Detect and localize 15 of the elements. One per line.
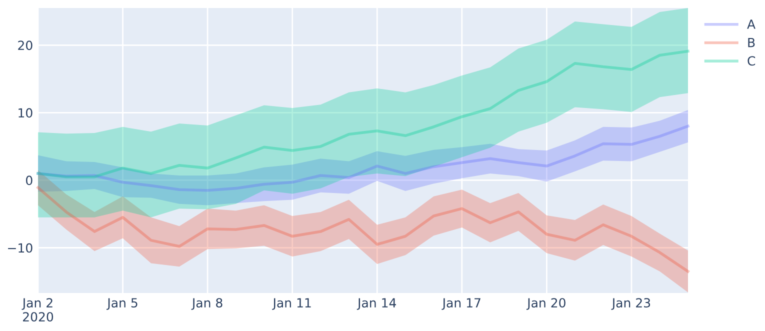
legend-label: A bbox=[747, 20, 756, 29]
x-tick-label: Jan 11 bbox=[272, 298, 311, 310]
legend-label: B bbox=[748, 38, 755, 48]
y-tick-label: 0 bbox=[26, 176, 32, 186]
y-tick-label: −10 bbox=[8, 243, 32, 253]
legend-label: C bbox=[748, 56, 756, 66]
x-tick-label: Jan 20 bbox=[526, 298, 566, 310]
y-tick-label: 20 bbox=[18, 40, 32, 50]
x-tick-label: Jan 2 2020 bbox=[22, 298, 54, 322]
x-tick-label: Jan 5 bbox=[106, 298, 138, 310]
x-tick-label: Jan 8 bbox=[191, 298, 222, 310]
x-tick-label: Jan 23 bbox=[611, 298, 650, 310]
x-tick-label: Jan 17 bbox=[442, 298, 480, 310]
y-tick-label: 10 bbox=[18, 108, 32, 118]
x-tick-label: Jan 14 bbox=[356, 298, 396, 310]
